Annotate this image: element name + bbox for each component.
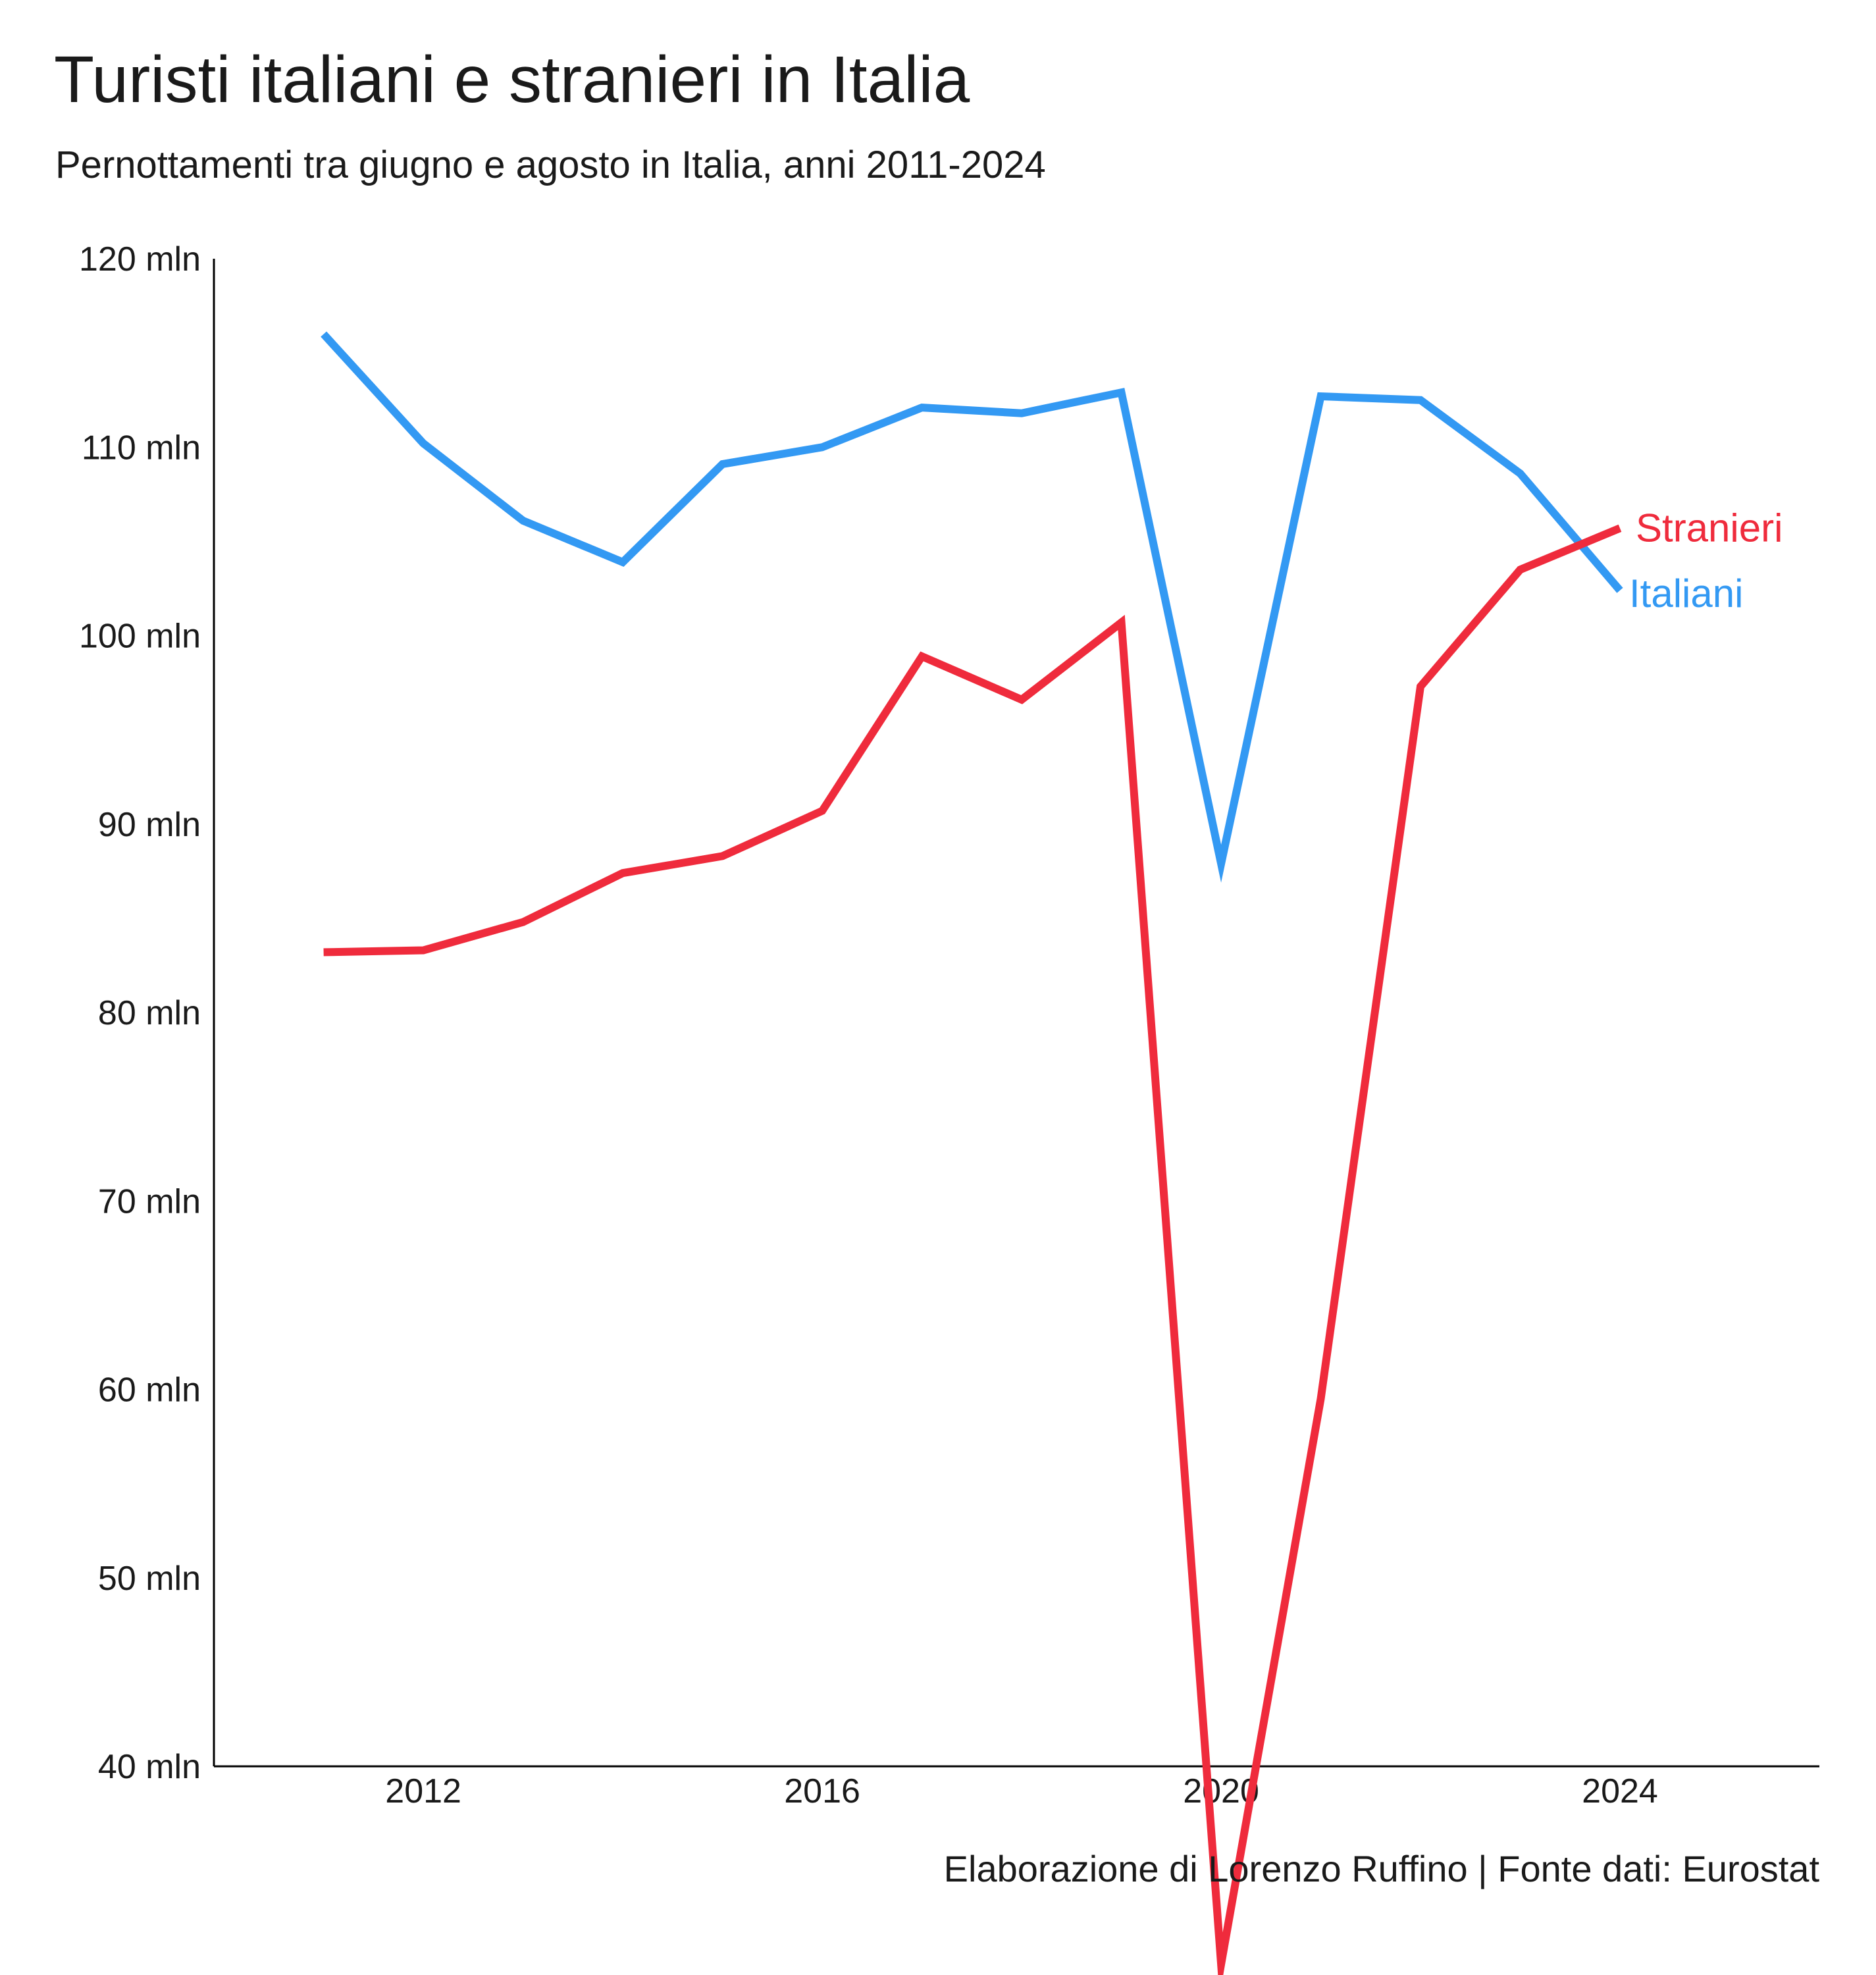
x-tick-label: 2024	[1582, 1772, 1658, 1810]
y-tick-label: 70 mln	[98, 1182, 201, 1221]
chart-title: Turisti italiani e stranieri in Italia	[54, 43, 970, 117]
chart-subtitle: Pernottamenti tra giugno e agosto in Ita…	[55, 144, 1046, 186]
y-tick-label: 120 mln	[79, 240, 201, 278]
y-tick-label: 100 mln	[79, 618, 201, 656]
series-lines	[321, 331, 1623, 1975]
y-tick-label: 40 mln	[98, 1748, 201, 1786]
y-tick-label: 90 mln	[98, 806, 201, 844]
y-axis: 40 mln 50 mln 60 mln 70 mln 80 mln 90 mln 100 …	[79, 240, 215, 1786]
x-tick-label: 2016	[784, 1772, 860, 1810]
y-tick-label: 60 mln	[98, 1371, 201, 1409]
x-tick-label: 2012	[385, 1772, 461, 1810]
x-axis: 2012 2016 2020 2024	[214, 1765, 1819, 1810]
y-tick-label: 110 mln	[82, 429, 201, 467]
y-tick-label: 80 mln	[98, 994, 201, 1032]
series-line-stranieri	[323, 524, 1622, 1975]
series-line-italiani	[321, 331, 1623, 883]
series-label-stranieri: Stranieri	[1636, 506, 1783, 550]
y-tick-label: 50 mln	[98, 1560, 201, 1598]
series-label-italiani: Italiani	[1629, 571, 1743, 616]
chart-caption: Elaborazione di Lorenzo Ruffino | Fonte …	[944, 1848, 1820, 1889]
plot-area: 40 mln 50 mln 60 mln 70 mln 80 mln 90 mln 100 …	[79, 240, 1819, 1975]
series-labels: Italiani Stranieri	[1629, 506, 1783, 615]
